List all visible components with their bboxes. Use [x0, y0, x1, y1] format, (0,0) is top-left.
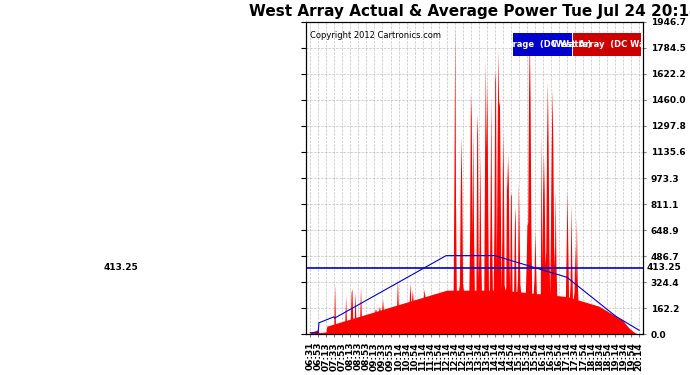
- Text: 413.25: 413.25: [103, 264, 138, 273]
- Text: West Array  (DC Watts): West Array (DC Watts): [552, 40, 662, 49]
- Text: 413.25: 413.25: [647, 264, 681, 273]
- Bar: [513, 33, 573, 56]
- Title: West Array Actual & Average Power Tue Jul 24 20:14: West Array Actual & Average Power Tue Ju…: [249, 4, 690, 19]
- Text: Copyright 2012 Cartronics.com: Copyright 2012 Cartronics.com: [310, 31, 441, 40]
- Bar: [573, 33, 641, 56]
- Text: Average  (DC Watts): Average (DC Watts): [495, 40, 591, 49]
